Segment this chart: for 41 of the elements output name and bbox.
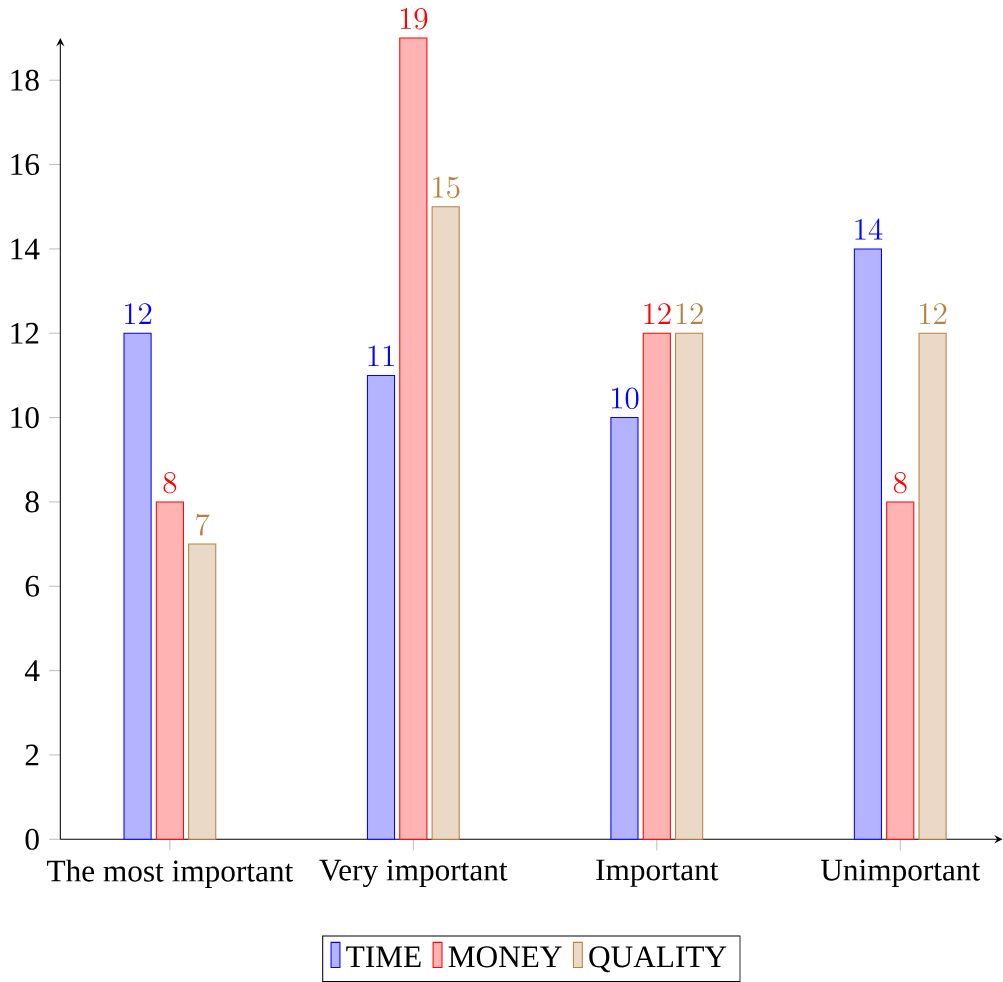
y-tick-label: 14 bbox=[11, 238, 40, 260]
data-label: 8 bbox=[163, 471, 177, 494]
legend-label: QUALITY bbox=[589, 946, 727, 973]
data-label: 12 bbox=[676, 303, 703, 325]
y-tick-label: 4 bbox=[24, 660, 40, 681]
data-label: 15 bbox=[433, 176, 460, 199]
bar bbox=[610, 417, 639, 840]
bar bbox=[675, 332, 704, 840]
bar bbox=[886, 501, 915, 840]
bar bbox=[155, 501, 184, 840]
data-label: 14 bbox=[855, 218, 883, 240]
y-tick-label: 2 bbox=[25, 744, 39, 766]
y-tick-label: 0 bbox=[25, 828, 39, 850]
data-label: 12 bbox=[125, 303, 152, 325]
data-label: 10 bbox=[612, 387, 639, 410]
bar bbox=[399, 37, 428, 840]
bar bbox=[918, 332, 947, 840]
y-tick-label: 16 bbox=[11, 154, 40, 176]
y-tick-label: 18 bbox=[11, 69, 39, 91]
data-label: 19 bbox=[400, 8, 428, 30]
legend-label: TIME bbox=[346, 946, 421, 967]
y-tick-label: 10 bbox=[11, 407, 39, 429]
legend-label: MONEY bbox=[448, 946, 562, 968]
x-tick-label: Unimportant bbox=[820, 859, 981, 888]
data-label: 8 bbox=[893, 471, 907, 494]
bar bbox=[853, 248, 882, 840]
data-label: 7 bbox=[196, 513, 210, 536]
y-tick-label: 6 bbox=[25, 575, 40, 597]
bar bbox=[366, 374, 396, 840]
x-tick-label: The most important bbox=[47, 859, 294, 889]
data-label: 11 bbox=[368, 345, 394, 367]
x-tick-label: Very important bbox=[319, 859, 508, 888]
bar bbox=[123, 332, 152, 840]
bar bbox=[642, 332, 671, 840]
x-tick-label: Important bbox=[596, 859, 719, 887]
data-label: 12 bbox=[920, 303, 947, 325]
y-tick-label: 8 bbox=[25, 491, 39, 513]
bar bbox=[188, 543, 217, 840]
bar bbox=[431, 206, 460, 840]
data-label: 12 bbox=[644, 303, 671, 325]
y-tick-label: 12 bbox=[11, 322, 39, 344]
